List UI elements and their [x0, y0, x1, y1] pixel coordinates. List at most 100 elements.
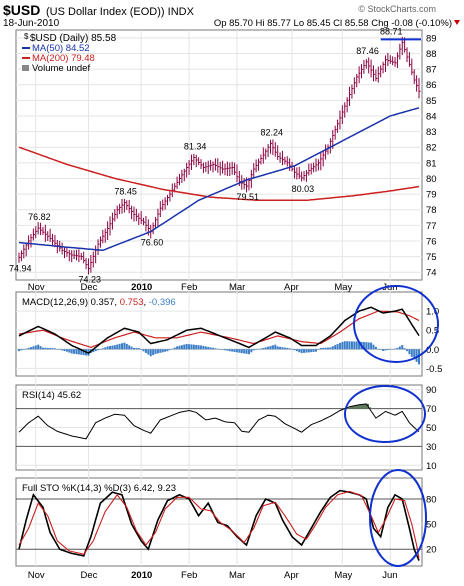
macd-histogram-bar: [41, 347, 44, 350]
macd-histogram-bar: [140, 349, 143, 350]
macd-histogram-bar: [34, 345, 37, 350]
price-annotation: 87.46: [356, 46, 379, 56]
price-month-label: Apr: [284, 282, 299, 293]
price-tick-label: 77: [426, 221, 437, 232]
price-month-label: May: [334, 282, 352, 293]
macd-histogram-bar: [255, 349, 258, 350]
macd-histogram-bar: [77, 349, 80, 355]
price-annotation: 80.03: [292, 184, 315, 194]
macd-histogram-bar: [166, 349, 169, 352]
price-annotation: 74.23: [78, 275, 101, 285]
macd-histogram-bar: [406, 349, 409, 352]
macd-histogram-bar: [247, 349, 250, 355]
macd-histogram-bar: [132, 348, 135, 350]
quote-line: Op 85.70 Hi 85.77 Lo 85.45 Cl 85.58 Chg …: [214, 18, 452, 29]
macd-histogram-bar: [303, 349, 306, 353]
macd-histogram-bar: [152, 349, 155, 356]
macd-histogram-bar: [403, 348, 406, 350]
macd-histogram-bar: [257, 349, 260, 350]
macd-histogram-bar: [267, 346, 270, 350]
quote-date: 18-Jun-2010: [3, 18, 60, 29]
macd-histogram-bar: [243, 349, 246, 354]
rsi-tick-label: 10: [426, 461, 437, 472]
macd-histogram-bar: [264, 347, 267, 350]
macd-histogram-bar: [104, 347, 107, 350]
price-panel-frame: [15, 29, 423, 281]
price-tick-label: 89: [426, 33, 437, 44]
macd-histogram-bar: [317, 349, 320, 350]
macd-histogram-bar: [190, 344, 193, 350]
sto-panel-frame: [15, 477, 423, 567]
macd-histogram-bar: [238, 349, 241, 353]
price-annotation: 88.71: [380, 26, 403, 36]
rsi-fill-slice: [363, 404, 367, 409]
macd-histogram-bar: [283, 347, 286, 350]
rsi-fill-slice: [347, 407, 350, 409]
bottom-month-label: Mar: [229, 570, 245, 581]
macd-histogram-bar: [377, 348, 380, 350]
macd-highlight-circle: [353, 285, 439, 363]
macd-histogram-bar: [415, 349, 418, 362]
price-legend: $ $USD (Daily) 85.58 MA(50) 84.52 MA(200…: [22, 32, 117, 74]
macd-tick-label: -0.5: [426, 364, 442, 375]
macd-histogram-bar: [398, 346, 401, 350]
macd-histogram-bar: [37, 344, 40, 350]
rsi-legend: RSI(14) 45.62: [22, 390, 81, 401]
macd-histogram-bar: [128, 345, 131, 350]
macd-histogram-bar: [216, 348, 219, 350]
macd-histogram-bar: [338, 342, 341, 350]
macd-histogram-bar: [27, 347, 30, 350]
macd-histogram-bar: [233, 349, 236, 352]
bottom-month-label: Nov: [28, 570, 45, 581]
macd-histogram-bar: [200, 345, 203, 350]
macd-histogram-bar: [113, 345, 116, 350]
rsi-fill-slice: [368, 407, 372, 409]
macd-histogram-bar: [350, 341, 353, 350]
macd-histogram-bar: [135, 348, 138, 350]
macd-histogram-bar: [18, 349, 20, 352]
price-tick-label: 75: [426, 252, 437, 263]
macd-histogram-bar: [365, 342, 368, 350]
bottom-month-label: May: [334, 570, 352, 581]
macd-histogram-bar: [324, 347, 327, 350]
price-tick-label: 83: [426, 127, 437, 138]
macd-histogram-bar: [207, 346, 210, 350]
price-annotation: 76.60: [141, 238, 164, 248]
sto-tick-label: 20: [426, 545, 437, 556]
macd-histogram-bar: [322, 347, 325, 350]
macd-histogram-bar: [358, 341, 361, 350]
macd-histogram-bar: [293, 349, 296, 351]
macd-histogram-bar: [279, 346, 282, 350]
macd-histogram-bar: [61, 349, 64, 351]
price-annotation: 78.45: [114, 187, 137, 197]
macd-histogram-bar: [176, 346, 179, 350]
macd-histogram-bar: [161, 349, 164, 353]
rsi-tick-label: 90: [426, 385, 437, 396]
macd-legend-main: MACD(12,26,9) 0.357: [22, 297, 114, 308]
sto-d-line: [18, 490, 420, 559]
macd-histogram-bar: [396, 347, 399, 350]
macd-histogram-bar: [188, 344, 191, 350]
macd-histogram-bar: [178, 345, 181, 350]
macd-histogram-bar: [53, 348, 56, 350]
macd-histogram-bar: [391, 349, 394, 350]
macd-histogram-bar: [168, 349, 171, 350]
macd-histogram-bar: [109, 346, 112, 350]
macd-histogram-bar: [92, 349, 95, 353]
macd-histogram-bar: [389, 349, 392, 350]
sto-tick-label: 80: [426, 494, 437, 505]
macd-histogram-bar: [408, 349, 411, 355]
macd-histogram-bar: [75, 349, 78, 355]
macd-histogram-bar: [298, 349, 301, 353]
macd-histogram-bar: [355, 341, 358, 350]
macd-histogram-bar: [20, 349, 23, 351]
macd-histogram-bar: [394, 348, 397, 350]
price-tick-label: 81: [426, 158, 437, 169]
macd-histogram-bar: [305, 349, 308, 353]
macd-histogram-bar: [144, 349, 147, 353]
macd-histogram-bar: [156, 349, 159, 354]
macd-histogram-bar: [49, 348, 52, 350]
macd-histogram-bar: [223, 349, 226, 351]
macd-histogram-bar: [130, 346, 133, 350]
rsi-fill-slice: [349, 406, 353, 409]
